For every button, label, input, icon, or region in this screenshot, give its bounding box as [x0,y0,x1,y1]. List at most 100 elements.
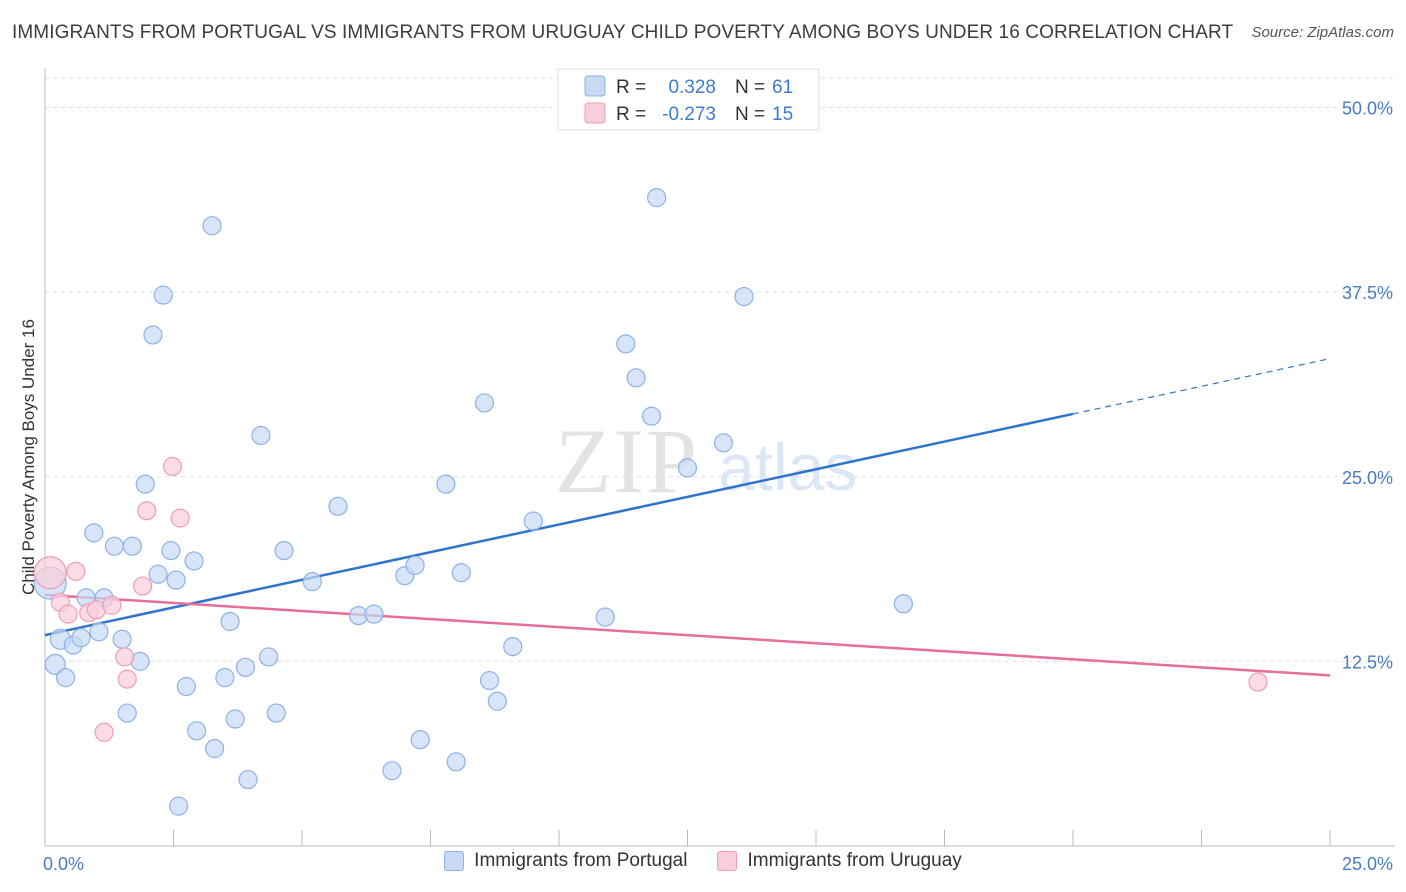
point-portugal [616,334,636,354]
point-portugal [104,536,124,556]
chart-title: IMMIGRANTS FROM PORTUGAL VS IMMIGRANTS F… [12,22,1234,43]
legend-n-value-uruguay: 15 [772,104,793,125]
point-uruguay [66,561,86,581]
point-portugal [166,570,186,590]
watermark-zip: ZIP [555,410,699,512]
point-portugal [480,670,500,691]
point-portugal [405,555,425,575]
data-points [33,188,1268,816]
point-portugal [641,406,662,426]
point-portugal [503,637,523,657]
legend-r-label: R = [616,77,646,98]
series-legend: Immigrants from Portugal Immigrants from… [0,850,1406,872]
legend-swatch-portugal [584,75,606,97]
point-portugal [117,703,137,723]
point-portugal [893,594,913,614]
point-portugal [71,628,91,648]
legend-label-uruguay: Immigrants from Uruguay [747,850,962,871]
point-portugal [122,536,142,556]
grid-lines [45,77,1395,662]
point-portugal [235,657,256,677]
source-credit: Source: ZipAtlas.com [1251,24,1394,41]
point-portugal [205,738,225,759]
point-portugal [187,721,207,741]
point-portugal [595,607,615,627]
trend-lines [44,358,1331,677]
x-tick-label: 0.0% [43,854,84,874]
y-tick-label: 37.5% [1342,283,1393,303]
x-tick-label: 25.0% [1342,854,1393,874]
point-portugal [176,676,196,697]
watermark-atlas: atlas [718,430,857,504]
trend-line-uruguay [44,593,1331,677]
legend-r-value-uruguay: -0.273 [662,104,716,125]
point-portugal [274,541,294,561]
point-portugal [238,769,258,790]
point-portugal [474,393,495,413]
point-portugal [135,474,155,494]
point-portugal [364,604,384,624]
point-portugal [89,622,109,642]
point-portugal [647,188,667,208]
point-portugal [626,368,646,388]
point-uruguay [33,556,67,590]
point-uruguay [115,647,135,667]
point-portugal [734,286,754,307]
point-portugal [382,761,402,781]
point-portugal [436,474,456,494]
y-axis-title: Child Poverty Among Boys Under 16 [19,319,38,595]
point-portugal [112,629,132,649]
point-uruguay [102,595,122,615]
point-portugal [713,433,734,453]
legend-r-label: R = [616,104,646,125]
point-portugal [225,709,245,729]
point-uruguay [162,456,183,477]
legend-label-portugal: Immigrants from Portugal [474,850,688,871]
stats-legend: R = 0.328 N = 61 R = -0.273 N = 15 [557,68,820,131]
point-uruguay [1248,672,1268,692]
point-uruguay [137,501,157,521]
point-portugal [215,668,235,688]
point-portugal [251,425,271,446]
y-tick-label: 25.0% [1342,468,1393,488]
legend-n-value-portugal: 61 [772,77,793,98]
legend-item-uruguay: Immigrants from Uruguay [717,850,962,872]
point-portugal [169,796,189,816]
legend-r-value-portugal: 0.328 [668,77,716,98]
point-portugal [302,572,322,592]
point-portugal [153,285,173,305]
point-portugal [161,541,181,561]
point-uruguay [94,722,114,742]
point-portugal [677,458,698,478]
point-portugal [55,668,76,688]
point-uruguay [170,508,190,528]
point-portugal [84,523,104,543]
trend-line-portugal-extrapolated [1072,358,1331,415]
point-portugal [451,563,471,583]
point-portugal [220,611,240,632]
legend-item-portugal: Immigrants from Portugal [444,850,687,872]
point-uruguay [117,669,137,689]
point-portugal [184,551,204,571]
point-portugal [523,511,543,531]
legend-n-label: N = [735,77,765,98]
point-portugal [328,496,348,516]
point-uruguay [133,576,153,596]
point-portugal [410,730,430,750]
legend-swatch-uruguay [717,851,738,871]
point-portugal [148,564,168,584]
trend-line-portugal [44,412,1074,637]
point-uruguay [58,604,78,624]
point-portugal [487,691,507,711]
legend-swatch-portugal [444,851,465,871]
point-portugal [446,752,466,772]
point-portugal [44,653,66,675]
point-portugal [258,647,279,667]
legend-n-label: N = [735,104,765,125]
axes: 12.5% 25.0% 37.5% 50.0% 0.0% 25.0% [43,68,1395,874]
point-portugal [143,325,163,345]
point-portugal [266,703,286,723]
watermark: ZIP atlas [555,410,857,512]
legend-swatch-uruguay [584,102,606,124]
